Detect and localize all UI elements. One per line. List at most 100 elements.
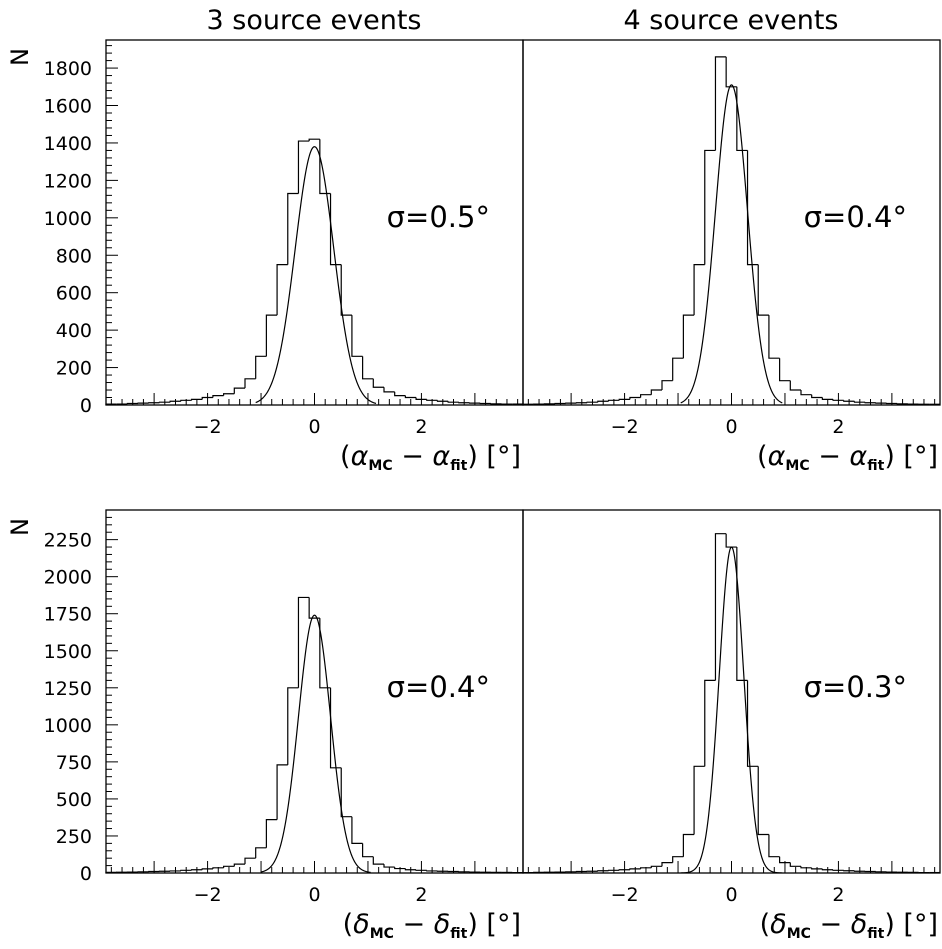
histogram-bin [779,856,791,864]
y-tick-label: 600 [56,283,92,305]
y-tick-label: 250 [56,826,92,848]
panel-bottom-left: −2 0 2 0 250 500 750 1000 1250 1500 1750 2000 2250 Nσ… [6,509,524,942]
histogram-bin [404,868,417,871]
y-tick-label: 1400 [44,133,92,155]
histogram-bin [693,765,705,835]
panel-top-left: −2 0 2 0 200 400 600 800 1000 1200 1400 1600 1800 Nσ=… [6,39,524,474]
y-tick-label: 2000 [44,567,92,589]
histogram-bin [351,315,363,357]
histogram-bin [276,764,288,820]
histogram-bin [714,533,727,681]
histogram-bin [308,138,320,142]
histogram-bin [212,395,224,398]
sigma-annotation: σ=0.4° [804,200,907,234]
histogram-bin [201,868,213,870]
panel-top-right: −2 0 2 σ=0.4° (αMC − αfit) [°] [522,39,941,474]
x-axis-label: (δMC − δfit) [°] [343,909,521,942]
histogram-bin [329,193,342,266]
histogram-bin [340,767,352,818]
histogram-bin [255,847,267,859]
histogram-bin [201,396,213,400]
y-tick-label: 400 [56,320,92,342]
histogram-bin [640,394,652,398]
histogram-bin [244,857,256,865]
histogram-bin [522,403,534,405]
histogram-bin [426,399,438,401]
histogram-bin [255,355,267,379]
histogram-bin [190,869,203,871]
histogram-bin [650,865,662,868]
y-tick-label: 0 [80,863,92,885]
histogram-bin [169,400,181,403]
y-tick-label: 1800 [44,58,92,80]
histogram-bin [233,863,245,867]
y-tick-label: 750 [56,752,92,774]
y-tick-label: 1000 [44,208,92,230]
x-axis-label: (αMC − αfit) [°] [757,441,938,474]
histogram-bin [287,192,299,265]
histogram-bin [394,867,406,870]
histogram-bin [287,687,299,765]
histogram-bin [415,869,427,871]
histogram-bin [426,870,438,872]
x-tick-label: −2 [611,416,639,438]
gaussian-fit-curve [680,546,783,874]
y-axis-label: N [6,518,34,536]
histogram-bin [265,819,278,848]
y-tick-label: 200 [56,358,92,380]
gaussian-fit-curve [680,84,783,404]
histogram-bin [789,380,801,391]
histogram-bin [265,314,278,357]
histogram-bin [126,402,139,405]
histogram-bin [661,862,673,867]
histogram-bin [233,387,245,394]
histogram-bin [383,864,395,868]
histogram-bin [297,596,310,688]
column-title-left: 3 source events [207,5,422,36]
x-axis-label: (αMC − αfit) [°] [340,441,521,474]
x-tick-label: 2 [832,884,844,906]
histogram-bin [362,843,374,858]
histogram-bin [682,833,695,857]
histogram-bin [297,140,310,194]
histogram-bin [618,869,630,871]
histogram-bin [832,399,844,401]
histogram-bin [757,264,769,316]
histogram-bin [223,865,235,868]
x-tick-label: 2 [415,884,427,906]
histogram-bin [618,398,630,401]
x-tick-label: −2 [194,884,222,906]
histogram-bin [864,402,876,404]
x-tick-label: −2 [611,884,639,906]
histogram-bin [362,356,374,380]
histogram-bin [629,396,641,400]
histogram-bin [704,679,716,767]
histogram-bin [190,398,203,401]
gaussian-fit-curve [255,146,377,405]
histogram-bin [415,397,427,400]
histogram-bin [672,357,684,381]
histogram-bin [372,856,384,865]
histogram-bin [757,766,769,836]
histogram-bin [629,868,641,870]
histogram-bin [372,378,384,388]
y-axis-label: N [6,48,34,66]
histogram-bin [725,533,737,548]
histogram-bin [223,393,235,396]
histogram-bin [383,387,395,393]
histogram-bin [340,264,352,316]
histogram-bin [704,149,716,265]
y-tick-label: 1200 [44,170,92,192]
y-tick-label: 800 [56,245,92,267]
histogram-bin [404,395,417,399]
histogram-bin [597,400,609,403]
histogram-bin [158,401,171,403]
panel-bottom-right: −2 0 2 σ=0.3° (δMC − δfit) [°] [522,509,941,942]
sigma-annotation: σ=0.4° [387,670,490,704]
histogram-bin [436,400,449,402]
histogram-bin [853,401,866,403]
x-tick-label: 0 [308,416,320,438]
histogram-bin [682,314,695,359]
histogram-bin [394,391,406,397]
gaussian-fit-curve [260,614,371,874]
